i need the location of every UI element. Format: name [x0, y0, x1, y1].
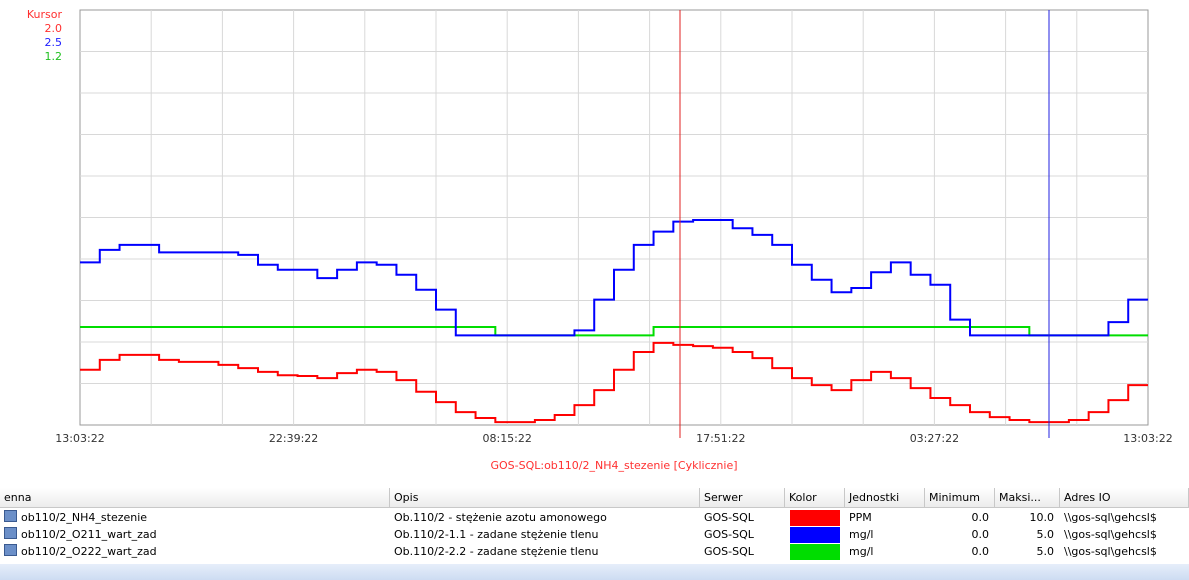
table-cell: Ob.110/2-1.1 - zadane stężenie tlenu — [390, 527, 700, 543]
cell-text: GOS-SQL — [704, 545, 754, 558]
tag-icon — [4, 527, 17, 539]
table-cell: 5.0 — [995, 527, 1060, 543]
table-cell: GOS-SQL — [700, 527, 785, 543]
cursor-value: 2.0 — [45, 22, 63, 35]
table-cell: PPM — [845, 510, 925, 526]
table-cell: Ob.110/2-2.2 - zadane stężenie tlenu — [390, 544, 700, 560]
time-label: 22:39:22 — [269, 432, 318, 445]
cell-text: Adres IO — [1064, 491, 1111, 504]
table-cell: 0.0 — [925, 544, 995, 560]
cell-text: ob110/2_O222_wart_zad — [21, 545, 157, 558]
cell-text: Ob.110/2-1.1 - zadane stężenie tlenu — [394, 528, 599, 541]
time-label: 13:03:22 — [1123, 432, 1172, 445]
cell-text: 5.0 — [1036, 545, 1055, 558]
caption: GOS-SQL:ob110/2_NH4_stezenie [Cyklicznie… — [490, 459, 737, 472]
cursor-label: Kursor — [27, 8, 63, 21]
column-header[interactable]: Minimum — [925, 488, 995, 508]
cell-text: Ob.110/2-2.2 - zadane stężenie tlenu — [394, 545, 599, 558]
cell-text: 5.0 — [1036, 528, 1055, 541]
cell-text: 0.0 — [971, 545, 990, 558]
trend-line — [80, 326, 1148, 337]
table-cell: ob110/2_NH4_stezenie — [0, 510, 390, 526]
cell-text: GOS-SQL — [704, 511, 754, 524]
cell-text: 10.0 — [1029, 511, 1055, 524]
cell-text: GOS-SQL — [704, 528, 754, 541]
table-cell: 10.0 — [995, 510, 1060, 526]
column-header[interactable]: Adres IO — [1060, 488, 1189, 508]
scrollbar[interactable] — [0, 564, 1189, 580]
time-label: 08:15:22 — [482, 432, 531, 445]
cell-text: mg/l — [849, 528, 874, 541]
column-header[interactable]: Serwer — [700, 488, 785, 508]
cursor-value: 1.2 — [45, 50, 63, 63]
table-cell: ob110/2_O222_wart_zad — [0, 544, 390, 560]
column-header[interactable]: Maksi... — [995, 488, 1060, 508]
color-swatch — [790, 510, 840, 526]
column-header[interactable]: Kolor — [785, 488, 845, 508]
column-header[interactable]: Opis — [390, 488, 700, 508]
table-cell: \\gos-sql\gehcsl$ — [1060, 544, 1189, 560]
cell-text: PPM — [849, 511, 872, 524]
time-label: 13:03:22 — [55, 432, 104, 445]
time-label: 17:51:22 — [696, 432, 745, 445]
cell-text: Jednostki — [849, 491, 900, 504]
table-cell: GOS-SQL — [700, 544, 785, 560]
cell-text: Serwer — [704, 491, 743, 504]
cell-text: Opis — [394, 491, 419, 504]
table-cell: \\gos-sql\gehcsl$ — [1060, 510, 1189, 526]
table-cell: Ob.110/2 - stężenie azotu amonowego — [390, 510, 700, 526]
cell-text: 0.0 — [971, 528, 990, 541]
cell-text: Minimum — [929, 491, 980, 504]
color-swatch — [790, 544, 840, 560]
table-cell: GOS-SQL — [700, 510, 785, 526]
cell-text: \\gos-sql\gehcsl$ — [1064, 511, 1157, 524]
tag-table: enna Opis Serwer Kolor Jednostki Minimum Maksi… — [0, 488, 1189, 580]
tag-icon — [4, 544, 17, 556]
cell-text: \\gos-sql\gehcsl$ — [1064, 528, 1157, 541]
column-header[interactable]: enna — [0, 488, 390, 508]
table-cell: 0.0 — [925, 510, 995, 526]
trend-chart: Kursor 2.0 2.5 1.2 GOS-SQL:ob110/2_NH4_s… — [27, 8, 1173, 472]
cell-text: ob110/2_O211_wart_zad — [21, 528, 157, 541]
cell-text: Kolor — [789, 491, 817, 504]
table-cell: 5.0 — [995, 544, 1060, 560]
tag-icon — [4, 510, 17, 522]
table-cell: mg/l — [845, 527, 925, 543]
cell-text: Ob.110/2 - stężenie azotu amonowego — [394, 511, 607, 524]
cursor-value: 2.5 — [45, 36, 63, 49]
cell-text: 0.0 — [971, 511, 990, 524]
cell-text: enna — [4, 491, 32, 504]
column-header[interactable]: Jednostki — [845, 488, 925, 508]
trend-line — [80, 341, 1148, 424]
cell-text: ob110/2_NH4_stezenie — [21, 511, 148, 524]
cell-text: mg/l — [849, 545, 874, 558]
table-cell: ob110/2_O211_wart_zad — [0, 527, 390, 543]
table-cell: mg/l — [845, 544, 925, 560]
table-cell: \\gos-sql\gehcsl$ — [1060, 527, 1189, 543]
table-cell: 0.0 — [925, 527, 995, 543]
trend-line — [80, 218, 1148, 337]
time-label: 03:27:22 — [910, 432, 959, 445]
color-swatch — [790, 527, 840, 543]
cell-text: \\gos-sql\gehcsl$ — [1064, 545, 1157, 558]
cell-text: Maksi... — [999, 491, 1041, 504]
